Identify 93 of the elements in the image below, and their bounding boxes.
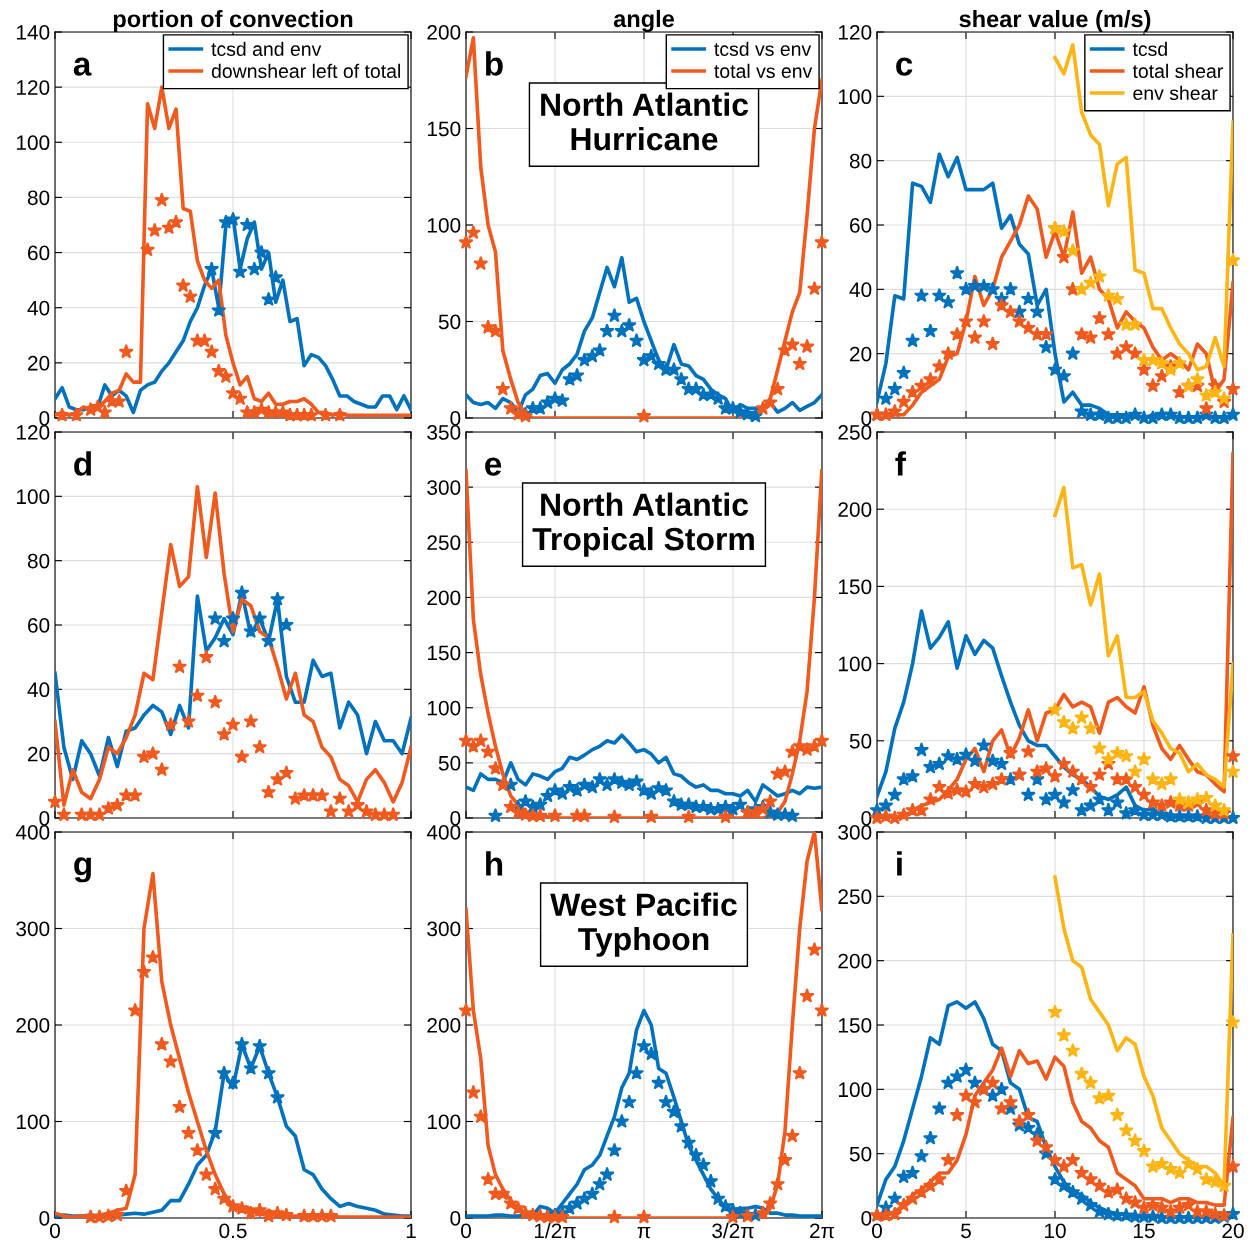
annotation: West Pacific Typhoon — [550, 892, 737, 957]
y-tick-label: 300 — [838, 825, 872, 840]
x-tick-label: 0 — [872, 1223, 882, 1239]
y-tick-label: 200 — [427, 590, 461, 606]
y-tick-label: 0 — [450, 811, 461, 826]
y-tick-label: 40 — [27, 300, 50, 316]
y-tick-label: 60 — [850, 218, 872, 233]
chart-title: angle — [613, 9, 675, 32]
legend-label: tcsd and env — [211, 41, 322, 56]
annotation: d — [74, 451, 91, 476]
annotation: f — [895, 451, 906, 476]
y-tick-label: 200 — [16, 1018, 50, 1033]
y-tick-label: 80 — [27, 190, 50, 206]
y-tick-label: 350 — [427, 425, 461, 440]
y-tick-label: 150 — [427, 645, 461, 661]
annotation: g — [74, 857, 91, 883]
y-tick-label: 100 — [838, 1082, 872, 1098]
y-tick-label: 20 — [28, 746, 50, 762]
x-tick-label: 1 — [406, 1223, 416, 1238]
y-tick-label: 250 — [838, 425, 872, 440]
y-tick-label: 50 — [849, 1146, 872, 1162]
x-tick-label: 10 — [1045, 1223, 1066, 1239]
y-tick-label: 100 — [427, 218, 461, 233]
x-tick-label: 0 — [461, 1223, 471, 1239]
y-tick-label: 100 — [16, 135, 50, 151]
y-tick-label: 300 — [427, 480, 461, 495]
y-tick-label: 50 — [438, 314, 461, 330]
y-tick-label: 120 — [838, 25, 872, 40]
y-tick-label: 150 — [838, 1018, 872, 1033]
x-tick-label: 0 — [50, 1223, 60, 1239]
y-tick-label: 120 — [16, 425, 50, 440]
y-tick-label: 150 — [838, 579, 872, 595]
x-tick-label: π — [637, 1226, 651, 1239]
x-tick-label: 15 — [1134, 1223, 1155, 1239]
y-tick-label: 100 — [427, 1114, 461, 1130]
y-tick-label: 200 — [838, 953, 872, 969]
annotation: i — [897, 851, 902, 876]
y-tick-label: 300 — [16, 921, 50, 937]
y-tick-label: 0 — [39, 1211, 50, 1226]
y-tick-label: 0 — [861, 411, 872, 426]
y-tick-label: 100 — [16, 489, 50, 505]
y-tick-label: 400 — [426, 825, 461, 840]
legend-label: tcsd — [1132, 41, 1167, 56]
annotation: North Atlantic Tropical Storm — [532, 492, 754, 557]
chart-title: portion of convection — [113, 9, 353, 32]
y-tick-label: 0 — [39, 411, 50, 426]
y-tick-label: 0 — [861, 811, 872, 826]
x-tick-label: 5 — [961, 1223, 971, 1239]
y-tick-label: 120 — [16, 80, 50, 95]
y-tick-label: 0 — [861, 1211, 872, 1226]
y-tick-label: 200 — [427, 1018, 461, 1033]
y-tick-label: 0 — [450, 1211, 461, 1226]
y-tick-label: 50 — [438, 755, 461, 771]
y-tick-label: 250 — [427, 535, 461, 551]
x-tick-label: 0.5 — [219, 1223, 247, 1239]
legend-label: total vs env — [714, 63, 813, 79]
y-tick-label: 20 — [28, 355, 50, 371]
y-tick-label: 400 — [15, 825, 50, 840]
x-tick-label: 2π — [810, 1223, 835, 1239]
annotation: c — [896, 57, 913, 76]
y-tick-label: 100 — [427, 700, 461, 716]
y-tick-label: 200 — [838, 502, 872, 517]
y-tick-label: 100 — [838, 89, 872, 105]
annotation: e — [485, 457, 502, 476]
x-tick-label: 3/2π — [712, 1222, 754, 1239]
y-tick-label: 0 — [450, 411, 461, 426]
y-tick-label: 150 — [427, 121, 461, 137]
x-tick-label: 1/2π — [534, 1222, 576, 1239]
y-tick-label: 250 — [838, 889, 872, 905]
y-tick-label: 100 — [16, 1114, 50, 1130]
y-tick-label: 140 — [16, 25, 50, 40]
y-tick-label: 80 — [27, 553, 50, 569]
y-tick-label: 50 — [849, 733, 872, 749]
y-tick-label: 0 — [39, 811, 50, 826]
y-tick-label: 20 — [850, 346, 872, 362]
y-tick-label: 100 — [838, 656, 872, 672]
annotation: North Atlantic Hurricane — [541, 92, 749, 151]
y-tick-label: 200 — [427, 25, 461, 40]
legend-label: tcsd vs env — [714, 41, 812, 56]
legend-label: downshear left of total — [211, 63, 400, 79]
legend-label: total shear — [1132, 63, 1223, 79]
y-tick-label: 300 — [427, 921, 461, 937]
y-tick-label: 40 — [849, 282, 872, 298]
y-tick-label: 60 — [28, 618, 50, 633]
chart-title: shear value (m/s) — [959, 9, 1151, 32]
annotation: b — [486, 51, 503, 76]
x-tick-label: 20 — [1222, 1223, 1244, 1239]
legend-label: env shear — [1133, 85, 1218, 101]
y-tick-label: 40 — [27, 682, 50, 698]
annotation: h — [486, 851, 503, 876]
annotation: a — [73, 57, 92, 76]
y-tick-label: 80 — [849, 153, 872, 169]
y-tick-label: 60 — [28, 245, 50, 261]
